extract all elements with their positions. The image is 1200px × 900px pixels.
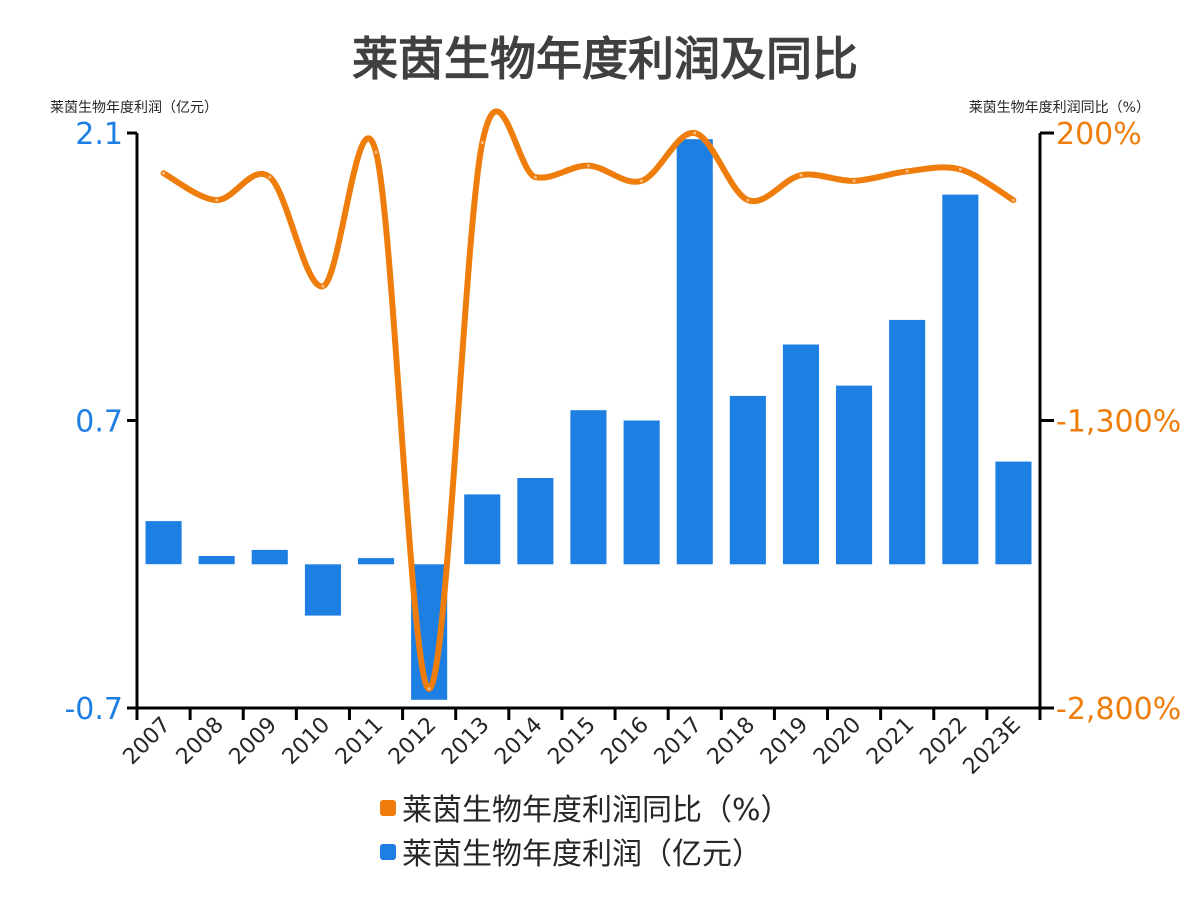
bar-series — [145, 139, 1032, 700]
line-point-2019 — [799, 173, 803, 177]
x-tick-label: 2017 — [650, 713, 707, 770]
line-point-2009 — [268, 175, 272, 179]
left-tick-label: -0.7 — [64, 692, 123, 727]
line-point-2012 — [427, 687, 431, 691]
legend: 莱茵生物年度利润同比（%） 莱茵生物年度利润（亿元） — [380, 793, 791, 872]
bar-2015 — [570, 410, 607, 565]
x-axis-ticks: 2007200820092010201120122013201420152016… — [119, 708, 1042, 780]
x-tick-label: 2015 — [543, 713, 600, 770]
x-tick-label: 2008 — [172, 713, 229, 770]
line-point-2016 — [640, 179, 644, 183]
x-tick-label: 2011 — [331, 713, 388, 770]
right-axis-label: 莱茵生物年度利润同比（%） — [969, 100, 1150, 116]
x-tick-label: 2014 — [490, 713, 547, 770]
bar-2018 — [729, 395, 766, 565]
line-point-2007 — [162, 171, 166, 175]
x-tick-label: 2012 — [384, 713, 441, 770]
bar-2020 — [836, 385, 873, 565]
left-tick-label: 0.7 — [75, 405, 123, 440]
bar-2021 — [889, 319, 926, 565]
line-point-2011 — [374, 150, 378, 154]
bar-2014 — [517, 478, 554, 565]
x-tick-label: 2021 — [862, 713, 919, 770]
line-point-2021 — [905, 169, 909, 173]
line-path — [160, 108, 1017, 692]
line-series — [160, 108, 1017, 692]
line-point-2018 — [746, 198, 750, 202]
line-point-2010 — [321, 284, 325, 288]
right-tick-label: -2,800% — [1056, 692, 1181, 727]
line-point-2008 — [215, 198, 219, 202]
bar-2013 — [464, 494, 501, 565]
x-tick-label: 2019 — [756, 713, 813, 770]
line-point-2022 — [958, 167, 962, 171]
legend-line-swatch — [380, 800, 396, 816]
legend-bar-swatch — [380, 844, 396, 860]
right-tick-label: -1,300% — [1056, 405, 1181, 440]
line-point-2020 — [852, 179, 856, 183]
line-point-2017 — [693, 131, 697, 135]
bar-2009 — [251, 549, 288, 565]
bar-2007 — [145, 521, 182, 565]
left-axis-ticks: 2.1 0.7 -0.7 — [64, 117, 137, 727]
line-point-2023E — [1011, 198, 1015, 202]
right-tick-label: 200% — [1056, 117, 1142, 152]
left-tick-label: 2.1 — [75, 117, 123, 152]
bar-2016 — [623, 420, 660, 565]
bar-2008 — [198, 556, 235, 565]
bar-2011 — [358, 558, 395, 565]
legend-bar-label: 莱茵生物年度利润（亿元） — [402, 837, 762, 872]
line-point-2015 — [587, 164, 590, 168]
right-axis-ticks: 200% -1,300% -2,800% — [1040, 117, 1181, 727]
x-tick-label: 2023E — [959, 713, 1026, 780]
x-tick-label: 2013 — [437, 713, 494, 770]
bar-2023E — [995, 461, 1032, 565]
line-point-2014 — [533, 175, 537, 179]
x-tick-label: 2020 — [809, 713, 866, 770]
bar-2010 — [304, 564, 341, 616]
x-tick-label: 2007 — [119, 713, 176, 770]
bar-2019 — [782, 344, 819, 565]
line-point-2013 — [480, 141, 484, 145]
bar-2022 — [942, 194, 979, 565]
legend-line-label: 莱茵生物年度利润同比（%） — [402, 793, 791, 828]
chart-title: 莱茵生物年度利润及同比 — [352, 32, 858, 86]
bar-2017 — [676, 139, 713, 565]
x-tick-label: 2016 — [597, 713, 654, 770]
x-tick-label: 2018 — [703, 713, 760, 770]
x-tick-label: 2010 — [278, 713, 335, 770]
left-axis-label: 莱茵生物年度利润（亿元） — [50, 100, 218, 116]
x-tick-label: 2009 — [225, 713, 282, 770]
